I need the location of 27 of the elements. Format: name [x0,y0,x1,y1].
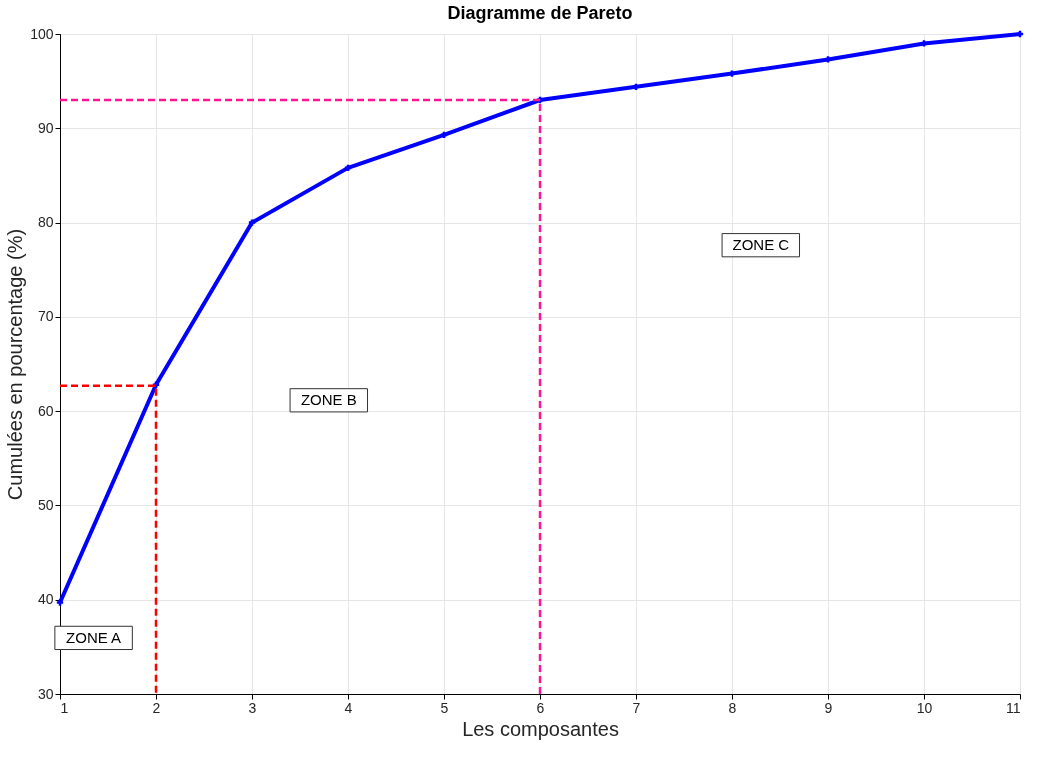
x-tick-label: 8 [728,699,737,716]
x-tick-label: 10 [916,699,933,716]
annotation: ZONE B [300,391,357,409]
y-tick-label: 50 [37,496,54,513]
y-axis-title: Cumulées en pourcentage (%) [4,228,27,501]
y-tick-label: 60 [37,402,54,419]
x-tick-label: 6 [536,699,545,716]
x-axis-title: Les composantes [462,717,619,740]
y-tick-label: 70 [37,308,54,325]
x-tick-label: 9 [824,699,833,716]
annotation: ZONE C [732,236,790,254]
y-tick-label: 90 [37,119,54,136]
y-tick-label: 80 [37,214,54,231]
x-tick-label: 3 [248,699,257,716]
chart-title: Diagramme de Pareto [447,3,633,23]
x-tick-label: 1 [60,699,69,716]
y-tick-label: 30 [37,685,54,702]
x-tick-label: 11 [1005,699,1021,716]
point [248,219,256,226]
y-tick-label: 100 [30,25,54,42]
point [56,599,64,606]
x-tick-label: 2 [152,699,161,716]
x-tick-label: 5 [440,699,449,716]
y-tick-label: 40 [37,591,54,608]
x-tick-label: 7 [632,699,641,716]
annotation: ZONE A [66,628,122,646]
x-tick-label: 4 [344,699,353,716]
